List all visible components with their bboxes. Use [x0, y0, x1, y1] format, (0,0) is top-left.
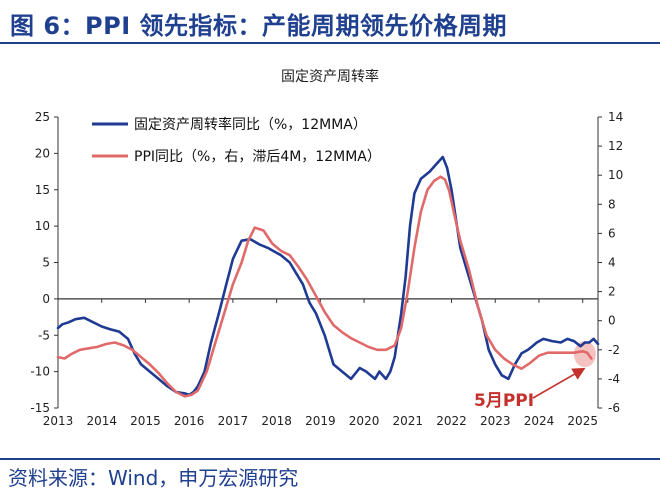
y-right-tick-label: 14	[608, 110, 623, 124]
x-tick-label: 2015	[130, 414, 161, 428]
legend-label: 固定资产周转率同比（%，12MMA）	[134, 116, 367, 133]
y-right-tick-label: -2	[608, 343, 620, 357]
x-tick-label: 2013	[43, 414, 74, 428]
x-tick-label: 2018	[261, 414, 292, 428]
highlight-ellipse	[573, 341, 596, 368]
x-tick-label: 2014	[86, 414, 117, 428]
x-tick-label: 2016	[174, 414, 205, 428]
y-left-tick-label: -10	[30, 365, 50, 379]
x-tick-label: 2021	[393, 414, 424, 428]
y-right-tick-label: 12	[608, 139, 623, 153]
chart-title: 固定资产周转率	[281, 69, 379, 85]
y-right-tick-label: -4	[608, 372, 620, 386]
source-note: 资料来源：Wind，申万宏源研究	[8, 466, 299, 490]
y-left-tick-label: 15	[35, 183, 50, 197]
source-divider	[0, 458, 660, 460]
x-tick-label: 2017	[218, 414, 249, 428]
y-left-tick-label: 20	[35, 146, 50, 160]
y-right-tick-label: 6	[608, 226, 616, 240]
y-right-tick-label: 0	[608, 314, 616, 328]
y-left-tick-label: -15	[30, 401, 50, 415]
y-left-tick-label: 10	[35, 219, 50, 233]
y-right-tick-label: 4	[608, 256, 616, 270]
series-line-ppi	[56, 175, 593, 398]
y-right-tick-label: 10	[608, 168, 623, 182]
legend-item-fixed-asset-turnover: 固定资产周转率同比（%，12MMA）	[92, 116, 367, 133]
y-left-tick-label: 0	[42, 292, 50, 306]
annotation-arrow	[532, 367, 586, 399]
x-tick-label: 2025	[567, 414, 598, 428]
y-right-tick-label: 2	[608, 285, 616, 299]
x-tick-label: 2022	[436, 414, 467, 428]
y-right-tick-label: 8	[608, 197, 616, 211]
y-left-tick-label: 5	[42, 256, 50, 270]
annotation-label: 5月PPI	[474, 391, 534, 411]
y-left-tick-label: -5	[38, 328, 50, 342]
figure-title: 图 6：PPI 领先指标：产能周期领先价格周期	[10, 12, 508, 40]
x-tick-label: 2024	[524, 414, 555, 428]
y-left-tick-label: 25	[35, 110, 50, 124]
x-tick-label: 2020	[349, 414, 380, 428]
title-divider	[0, 42, 660, 44]
x-tick-label: 2023	[480, 414, 511, 428]
series-line-fixed-asset-turnover	[56, 155, 600, 397]
y-right-tick-label: -6	[608, 401, 620, 415]
x-tick-label: 2019	[305, 414, 336, 428]
legend-item-ppi: PPI同比（%，右，滞后4M，12MMA）	[92, 149, 381, 165]
legend-label: PPI同比（%，右，滞后4M，12MMA）	[134, 149, 381, 165]
